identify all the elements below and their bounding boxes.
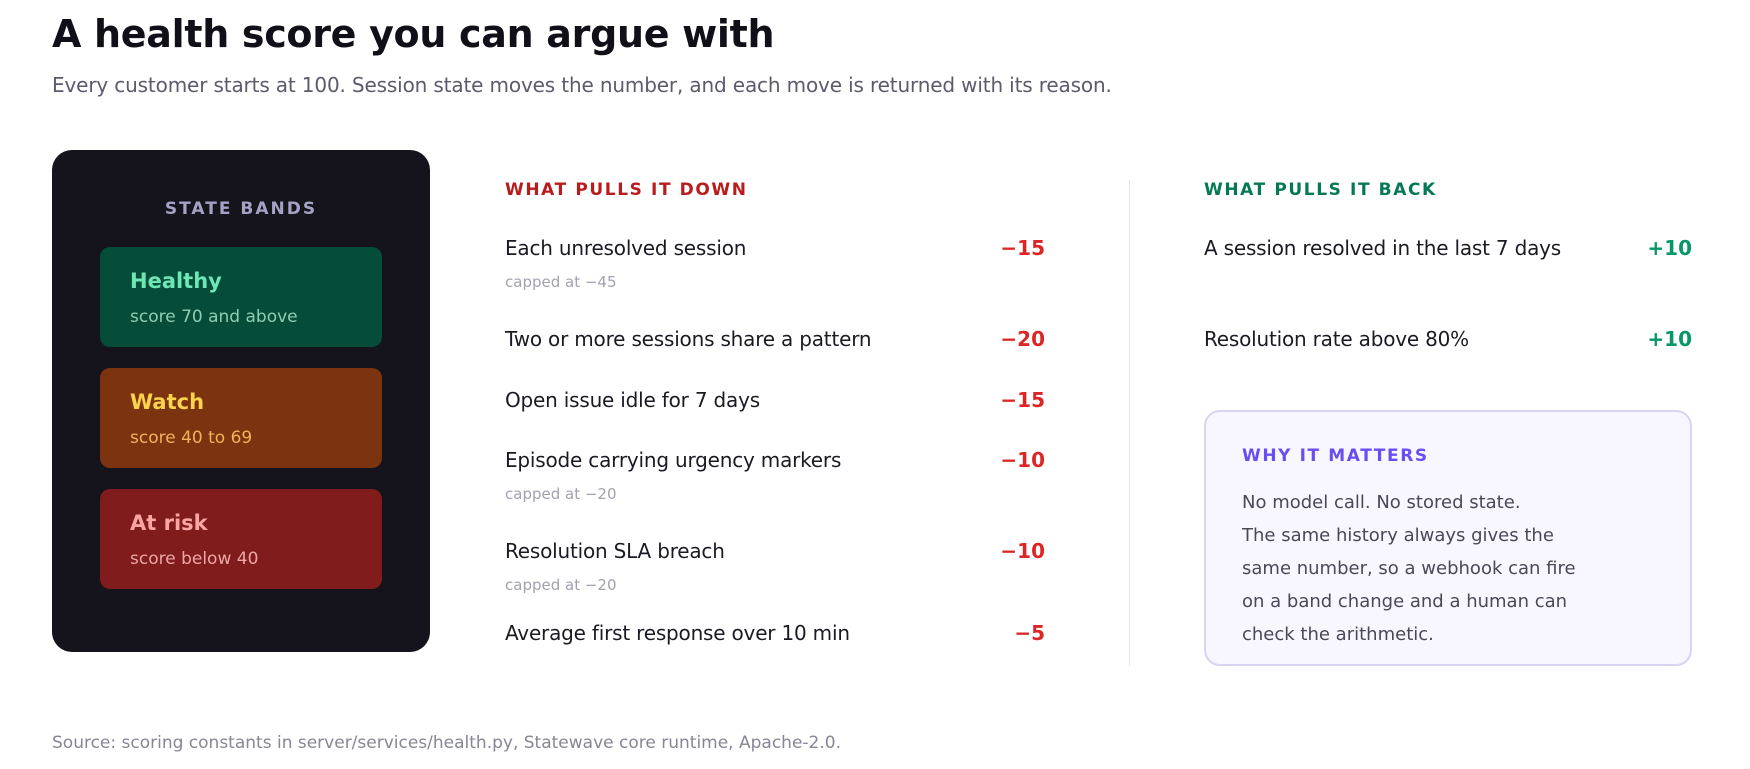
pulls-down-cap: capped at −45 bbox=[505, 273, 617, 291]
pulls-down-label: Two or more sessions share a pattern bbox=[505, 327, 872, 351]
state-bands-title: STATE BANDS bbox=[164, 199, 318, 219]
page-subtitle: Every customer starts at 100. Session st… bbox=[52, 73, 1112, 97]
state-bands-panel: STATE BANDS Healthy score 70 and above W… bbox=[52, 150, 430, 652]
pulls-back-heading: WHAT PULLS IT BACK bbox=[1204, 180, 1437, 200]
why-it-matters-card: WHY IT MATTERS No model call. No stored … bbox=[1204, 410, 1692, 666]
band-name: At risk bbox=[130, 511, 208, 535]
why-it-matters-line: The same history always gives the bbox=[1242, 525, 1554, 546]
pulls-down-value: −10 bbox=[1000, 539, 1045, 563]
why-it-matters-line: check the arithmetic. bbox=[1242, 624, 1434, 645]
pulls-down-heading: WHAT PULLS IT DOWN bbox=[505, 180, 748, 200]
pulls-back-label: Resolution rate above 80% bbox=[1204, 327, 1469, 351]
band-description: score 70 and above bbox=[130, 307, 298, 327]
pulls-down-label: Each unresolved session bbox=[505, 236, 747, 260]
pulls-down-label: Average first response over 10 min bbox=[505, 621, 850, 645]
band-at-risk: At risk score below 40 bbox=[100, 489, 382, 589]
pulls-down-value: −5 bbox=[1014, 621, 1045, 645]
pulls-down-label: Episode carrying urgency markers bbox=[505, 448, 842, 472]
pulls-back-label: A session resolved in the last 7 days bbox=[1204, 236, 1562, 260]
page-title: A health score you can argue with bbox=[52, 12, 775, 56]
pulls-down-value: −10 bbox=[1000, 448, 1045, 472]
source-note: Source: scoring constants in server/serv… bbox=[52, 733, 841, 753]
why-it-matters-line: No model call. No stored state. bbox=[1242, 492, 1521, 513]
band-name: Healthy bbox=[130, 269, 222, 293]
pulls-down-value: −15 bbox=[1000, 236, 1045, 260]
pulls-back-value: +10 bbox=[1647, 327, 1692, 351]
pulls-back-value: +10 bbox=[1647, 236, 1692, 260]
band-healthy: Healthy score 70 and above bbox=[100, 247, 382, 347]
band-name: Watch bbox=[130, 390, 205, 414]
band-description: score 40 to 69 bbox=[130, 428, 253, 448]
pulls-down-label: Resolution SLA breach bbox=[505, 539, 725, 563]
pulls-down-label: Open issue idle for 7 days bbox=[505, 388, 760, 412]
pulls-down-value: −20 bbox=[1000, 327, 1045, 351]
why-it-matters-line: same number, so a webhook can fire bbox=[1242, 558, 1576, 579]
why-it-matters-line: on a band change and a human can bbox=[1242, 591, 1568, 612]
pulls-down-value: −15 bbox=[1000, 388, 1045, 412]
pulls-down-cap: capped at −20 bbox=[505, 485, 617, 503]
column-divider bbox=[1129, 180, 1130, 666]
band-description: score below 40 bbox=[130, 549, 259, 569]
why-it-matters-title: WHY IT MATTERS bbox=[1242, 446, 1429, 466]
band-watch: Watch score 40 to 69 bbox=[100, 368, 382, 468]
pulls-down-cap: capped at −20 bbox=[505, 576, 617, 594]
